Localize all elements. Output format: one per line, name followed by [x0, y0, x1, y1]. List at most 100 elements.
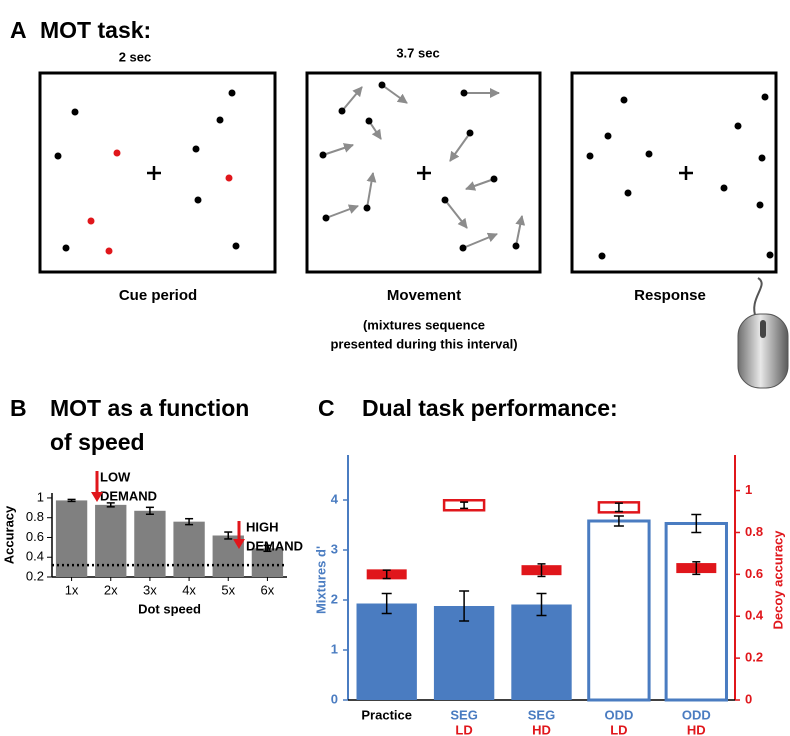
annotation: DEMAND: [246, 538, 303, 553]
dot: [645, 150, 653, 158]
phase-name: Movement: [387, 287, 461, 304]
dot: [756, 201, 764, 209]
dot: [322, 214, 330, 222]
motion-arrow: [341, 86, 363, 112]
motion-arrow: [462, 232, 498, 249]
x-tick-sublabel: LD: [610, 722, 627, 736]
y-tick-label: 1: [331, 641, 338, 656]
dot: [319, 151, 327, 159]
dot: [720, 184, 728, 192]
x-tick-label: ODD: [682, 707, 711, 722]
motion-arrow: [381, 84, 408, 104]
x-tick-label: SEG: [450, 707, 477, 722]
x-tick-label: 2x: [104, 582, 118, 597]
y2-axis-label: Decoy accuracy: [770, 530, 785, 630]
dot: [761, 93, 769, 101]
y2-tick-label: 0: [745, 691, 752, 706]
panel-title: MOT task:: [40, 17, 151, 43]
y-tick-label: 0.4: [26, 549, 44, 564]
dot: [87, 217, 95, 225]
stimulus-box: [305, 71, 542, 274]
y2-tick-label: 0.2: [745, 650, 763, 665]
dot: [62, 244, 70, 252]
panel-a: A MOT task: 2 sec 3.7 sec Cue period Mov…: [10, 17, 789, 389]
motion-arrow: [465, 178, 495, 191]
bar: [664, 522, 728, 702]
bar: [173, 521, 205, 577]
panel-title: MOT as a function: [50, 395, 249, 421]
phase-name: Response: [634, 287, 706, 304]
y-tick-label: 0.6: [26, 529, 44, 544]
dot: [365, 117, 373, 125]
dot: [71, 108, 79, 116]
duration: 3.7 sec: [396, 45, 439, 60]
y-tick-label: 3: [331, 541, 338, 556]
dot: [734, 122, 742, 130]
mouse-cord: [753, 277, 763, 319]
y-tick-label: 0.2: [26, 568, 44, 583]
y-tick-label: 2: [331, 591, 338, 606]
mouse-wheel: [760, 320, 766, 338]
bar: [356, 603, 417, 700]
y-axis-label: Mixtures d': [313, 546, 328, 614]
motion-arrow: [449, 132, 471, 162]
y2-tick-label: 0.6: [745, 566, 763, 581]
bar: [587, 519, 651, 702]
dot: [466, 129, 474, 137]
y-tick-label: 4: [331, 491, 339, 506]
panel-label: C: [318, 395, 335, 421]
bar: [134, 510, 166, 577]
motion-arrow: [444, 199, 468, 229]
x-tick-label: 5x: [221, 582, 235, 597]
panel-title: Dual task performance:: [362, 395, 618, 421]
dot: [194, 196, 202, 204]
dot: [232, 242, 240, 250]
mouse: [737, 313, 789, 389]
dot: [216, 116, 224, 124]
phase-note: (mixtures sequence: [363, 317, 485, 332]
dot: [441, 196, 449, 204]
bar: [511, 604, 572, 700]
dot: [598, 252, 606, 260]
dot: [620, 96, 628, 104]
dot: [586, 152, 594, 160]
dot: [105, 247, 113, 255]
x-tick-label: 4x: [182, 582, 196, 597]
dot: [490, 175, 498, 183]
dot: [460, 89, 468, 97]
x-tick-label: ODD: [604, 707, 633, 722]
dot: [192, 145, 200, 153]
y-tick-label: 0.8: [26, 509, 44, 524]
panel-title: of speed: [50, 429, 145, 455]
dot: [604, 132, 612, 140]
dot: [459, 244, 467, 252]
dot: [113, 149, 121, 157]
x-tick-sublabel: HD: [532, 722, 551, 736]
y2-tick-label: 0.4: [745, 608, 764, 623]
annotation-arrowhead: [91, 492, 103, 502]
annotation: LOW: [100, 469, 131, 484]
dot: [624, 189, 632, 197]
stimulus-box: [570, 71, 778, 274]
x-axis-label: Dot speed: [138, 601, 201, 616]
y2-tick-label: 0.8: [745, 524, 763, 539]
x-tick-label: 3x: [143, 582, 157, 597]
dot: [512, 242, 520, 250]
panel-label: A: [10, 17, 27, 43]
phase-name: Cue period: [119, 287, 197, 304]
dot: [378, 81, 386, 89]
dot: [363, 204, 371, 212]
y-tick-label: 1: [37, 489, 44, 504]
motion-arrow: [368, 120, 382, 140]
x-tick-sublabel: HD: [687, 722, 706, 736]
x-tick-label: SEG: [528, 707, 555, 722]
x-tick-label: 1x: [65, 582, 79, 597]
x-tick-label: 6x: [261, 582, 275, 597]
motion-arrow: [325, 204, 359, 219]
dot: [228, 89, 236, 97]
duration: 2 sec: [119, 49, 152, 64]
motion-arrow: [515, 215, 526, 247]
annotation-arrowhead: [233, 539, 245, 549]
annotation: HIGH: [246, 519, 279, 534]
dot: [758, 154, 766, 162]
